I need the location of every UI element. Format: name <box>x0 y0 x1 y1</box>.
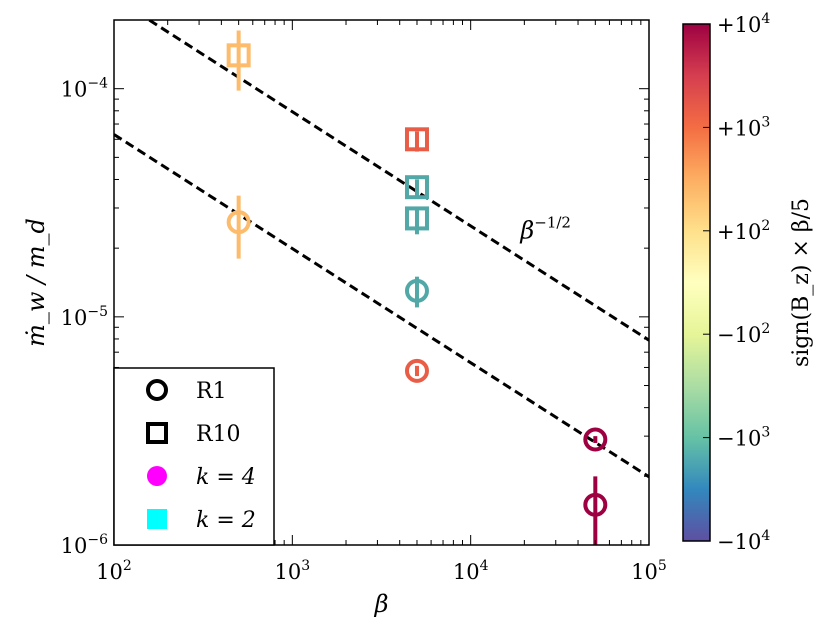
colorbar-gradient <box>682 23 711 542</box>
legend-label: R1 <box>196 379 227 404</box>
colorbar-tick-label: −104 <box>717 528 770 554</box>
slope-reference-line <box>146 20 649 342</box>
data-point-square <box>404 175 429 200</box>
colorbar-tick-label: +104 <box>717 11 770 37</box>
data-point-circle <box>226 210 251 235</box>
x-tick-label: 102 <box>96 558 132 584</box>
y-axis-label: ṁ_w / m_d <box>22 218 50 347</box>
x-axis-label: β <box>374 590 389 618</box>
colorbar-tick-label: −102 <box>717 321 770 347</box>
y-tick-label: 10−6 <box>61 532 108 558</box>
x-tick-label: 105 <box>631 558 667 584</box>
slope-annotation: β−1/2 <box>519 214 571 245</box>
slope-reference-line <box>114 133 649 479</box>
colorbar-label: sign(B_z) × β/5 <box>789 198 814 367</box>
colorbar-tick-label: +102 <box>717 218 770 244</box>
x-tick-label: 103 <box>275 558 311 584</box>
colorbar-tick-label: −103 <box>717 425 770 451</box>
data-point-circle <box>583 427 608 452</box>
y-tick-label: 10−5 <box>61 304 108 330</box>
data-point-square <box>404 127 429 152</box>
x-tick-label: 104 <box>453 558 489 584</box>
colorbar-tick-label: +103 <box>717 114 770 140</box>
legend-label: k = 4 <box>196 465 256 490</box>
legend-box <box>113 367 275 546</box>
data-point-square <box>226 43 251 68</box>
data-point-circle <box>583 492 608 517</box>
data-point-circle <box>404 278 429 303</box>
legend-marker-circle <box>146 379 168 401</box>
legend-marker-filled-circle <box>147 466 167 486</box>
y-tick-label: 10−4 <box>61 76 108 102</box>
legend-marker-filled-square <box>147 509 167 529</box>
legend-marker-square <box>146 422 168 444</box>
legend-label: R10 <box>196 422 241 447</box>
legend-label: k = 2 <box>196 508 256 533</box>
data-point-square <box>404 206 429 231</box>
plot-frame <box>113 19 650 546</box>
data-point-circle <box>404 358 429 383</box>
